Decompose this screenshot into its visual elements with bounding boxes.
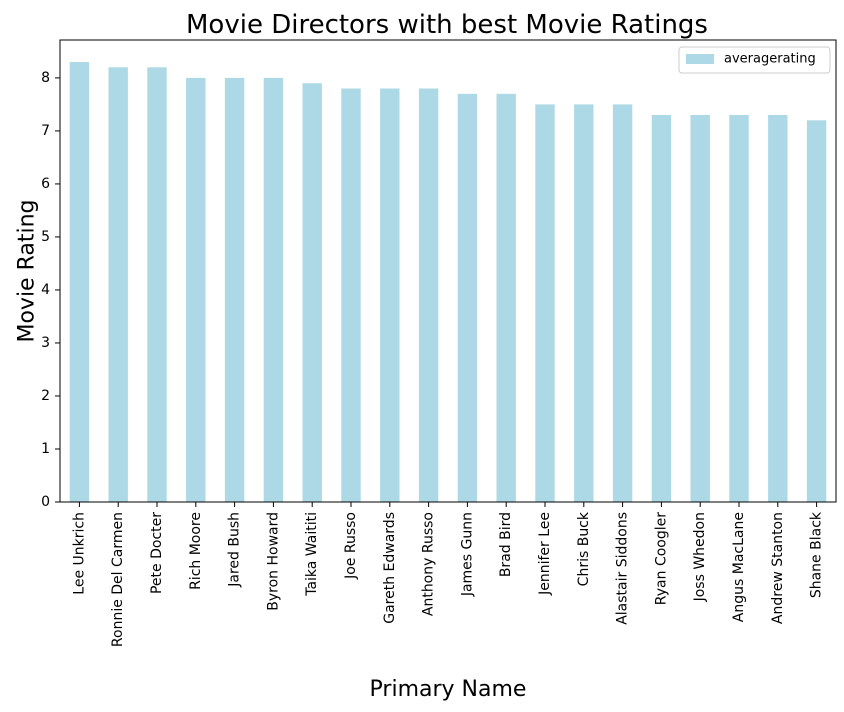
bar bbox=[729, 115, 749, 502]
x-tick-label: Lee Unkrich bbox=[71, 512, 87, 595]
legend-box bbox=[678, 46, 831, 74]
x-tick-label: Pete Docter bbox=[149, 512, 165, 594]
bar bbox=[341, 88, 361, 502]
bar bbox=[224, 77, 245, 502]
x-tick-label: Jared Bush bbox=[227, 512, 243, 588]
bar bbox=[263, 77, 284, 502]
x-tick-label: Joss Whedon bbox=[692, 512, 708, 602]
x-tick-label: Shane Black bbox=[809, 511, 825, 598]
x-tick-label: Andrew Stanton bbox=[770, 512, 786, 624]
y-axis-title: Movie Rating bbox=[15, 199, 40, 342]
y-tick-label: 4 bbox=[41, 282, 50, 298]
y-tick-label: 3 bbox=[41, 335, 50, 351]
bar bbox=[302, 83, 322, 502]
y-tick-label: 5 bbox=[41, 229, 50, 245]
y-tick-label: 6 bbox=[41, 176, 50, 192]
x-axis-ticks: Lee Unkrich Ronnie Del Carmen Pete Docter R… bbox=[71, 502, 825, 647]
x-axis-title: Primary Name bbox=[370, 677, 527, 702]
bar bbox=[457, 93, 478, 503]
x-tick-label: Ronnie Del Carmen bbox=[110, 512, 126, 647]
bar bbox=[108, 67, 128, 502]
bar bbox=[690, 115, 710, 502]
bar bbox=[69, 62, 90, 502]
x-tick-label: Brad Bird bbox=[498, 512, 514, 577]
bar bbox=[380, 88, 400, 502]
y-tick-label: 2 bbox=[41, 388, 50, 404]
bar bbox=[612, 104, 633, 502]
x-tick-label: Alastair Siddons bbox=[615, 512, 631, 625]
y-tick-label: 8 bbox=[41, 70, 50, 86]
bar bbox=[418, 88, 439, 502]
x-tick-label: Angus MacLane bbox=[731, 512, 747, 622]
chart-title: Movie Directors with best Movie Ratings bbox=[186, 10, 708, 40]
x-tick-label: Byron Howard bbox=[265, 512, 281, 611]
y-axis-ticks: 0 1 2 3 4 5 6 7 8 bbox=[41, 70, 60, 510]
bar bbox=[806, 120, 827, 502]
legend-swatch bbox=[686, 54, 714, 64]
bar bbox=[496, 93, 516, 503]
legend-label: averagerating bbox=[724, 52, 816, 67]
x-tick-label: Taika Waititi bbox=[304, 512, 320, 597]
x-tick-label: Joe Russo bbox=[343, 512, 359, 580]
x-tick-label: Chris Buck bbox=[576, 511, 592, 586]
y-tick-label: 1 bbox=[41, 441, 50, 457]
plot-frame bbox=[59, 39, 837, 503]
legend: averagerating bbox=[678, 46, 831, 74]
bar bbox=[147, 67, 167, 502]
bar bbox=[651, 115, 672, 502]
y-tick-label: 7 bbox=[41, 123, 50, 139]
bars-layer bbox=[69, 62, 827, 503]
y-tick-label: 0 bbox=[41, 494, 50, 510]
x-tick-label: Gareth Edwards bbox=[382, 512, 398, 624]
x-tick-label: Jennifer Lee bbox=[537, 512, 553, 596]
x-tick-label: Rich Moore bbox=[188, 512, 204, 590]
bar bbox=[186, 77, 206, 502]
x-tick-label: Ryan Coogler bbox=[653, 512, 669, 605]
bar bbox=[574, 104, 594, 502]
bar bbox=[535, 104, 555, 502]
bar bbox=[768, 115, 788, 502]
x-tick-label: Anthony Russo bbox=[421, 512, 437, 616]
x-tick-label: James Gunn bbox=[459, 512, 475, 597]
